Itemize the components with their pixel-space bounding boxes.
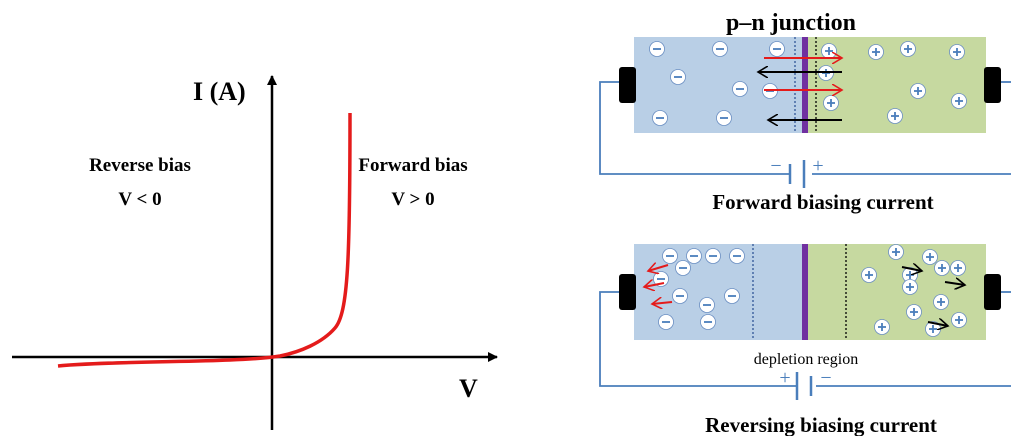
- junction-line: [802, 244, 808, 340]
- electron-carrier: [658, 314, 674, 330]
- left-electrode: [619, 67, 636, 103]
- electron-carrier: [686, 248, 702, 264]
- electron-carrier: [699, 297, 715, 313]
- hole-carrier: [861, 267, 877, 283]
- electron-carrier: [724, 288, 740, 304]
- current-arrows: [758, 58, 842, 120]
- electron-carrier: [670, 69, 686, 85]
- right-electrode: [984, 67, 1001, 103]
- circuit-wire: [599, 291, 1011, 387]
- hole-carrier: [821, 43, 837, 59]
- electron-carrier: [716, 110, 732, 126]
- electron-carrier: [732, 81, 748, 97]
- electron-carrier: [672, 288, 688, 304]
- junction-title: p–n junction: [726, 10, 856, 36]
- iv-curve: [57, 112, 352, 368]
- circuit-wire: [599, 81, 1011, 175]
- forward-junction: p–n junction − + Forward biasing current: [599, 10, 1011, 214]
- electron-carrier: [729, 248, 745, 264]
- hole-carrier: [823, 95, 839, 111]
- hole-carrier: [934, 260, 950, 276]
- battery: [788, 160, 806, 188]
- electron-flow-arrow: [644, 283, 665, 287]
- electron-carrier: [700, 314, 716, 330]
- hole-carrier: [950, 260, 966, 276]
- hole-carrier: [887, 108, 903, 124]
- electron-carrier: [769, 41, 785, 57]
- hole-carrier: [925, 321, 941, 337]
- current-arrows: [644, 265, 965, 326]
- battery-negative-sign: −: [770, 155, 781, 177]
- battery-negative-sign: −: [820, 367, 831, 389]
- battery-positive-sign: +: [812, 155, 823, 177]
- y-axis-label: I (A): [193, 77, 246, 106]
- electron-carrier: [705, 248, 721, 264]
- iv-graph: I (A) V Reverse bias V < 0 Forward bias …: [12, 75, 498, 430]
- hole-flow-arrow: [901, 267, 922, 271]
- hole-carrier: [949, 44, 965, 60]
- forward-bias-condition: V > 0: [391, 189, 434, 210]
- hole-carrier: [922, 249, 938, 265]
- battery-positive-sign: +: [779, 367, 790, 389]
- hole-carrier: [933, 294, 949, 310]
- hole-carrier: [874, 319, 890, 335]
- charge-carriers: [653, 244, 967, 337]
- x-axis-label: V: [459, 374, 478, 403]
- battery: [795, 372, 813, 400]
- forward-caption: Forward biasing current: [712, 190, 933, 214]
- hole-carrier: [951, 312, 967, 328]
- electron-carrier: [712, 41, 728, 57]
- hole-flow-arrow: [927, 322, 948, 326]
- electron-carrier: [652, 110, 668, 126]
- reverse-bias-condition: V < 0: [118, 189, 161, 210]
- hole-flow-arrow: [944, 282, 965, 285]
- forward-bias-label: Forward bias: [358, 155, 467, 176]
- hole-carrier: [900, 41, 916, 57]
- hole-carrier: [902, 279, 918, 295]
- electron-carrier: [662, 248, 678, 264]
- hole-carrier: [910, 83, 926, 99]
- depletion-label: depletion region: [754, 351, 858, 368]
- junction-line: [802, 37, 808, 133]
- reverse-bias-label: Reverse bias: [89, 155, 191, 176]
- electron-carrier: [653, 271, 669, 287]
- hole-carrier: [888, 244, 904, 260]
- hole-carrier: [868, 44, 884, 60]
- electron-flow-arrow: [648, 265, 669, 271]
- reverse-junction: + − depletion region Reversing biasing c…: [599, 244, 1011, 436]
- electron-carrier: [649, 41, 665, 57]
- electron-flow-arrow: [652, 302, 673, 304]
- hole-carrier: [951, 93, 967, 109]
- electron-carrier: [675, 260, 691, 276]
- reverse-caption: Reversing biasing current: [705, 413, 937, 436]
- right-electrode: [984, 274, 1001, 310]
- hole-carrier: [906, 304, 922, 320]
- left-electrode: [619, 274, 636, 310]
